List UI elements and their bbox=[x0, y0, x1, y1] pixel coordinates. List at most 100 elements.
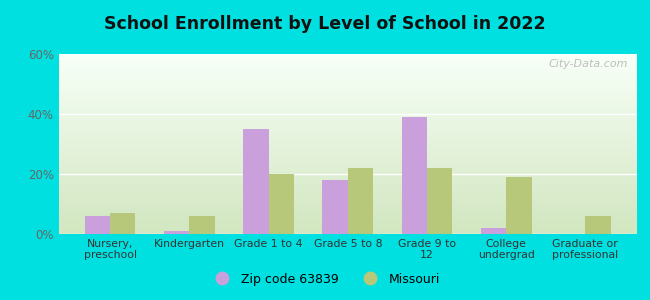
Bar bbox=[58, 144, 637, 146]
Bar bbox=[58, 67, 637, 68]
Bar bbox=[58, 221, 637, 223]
Bar bbox=[58, 158, 637, 160]
Bar bbox=[84, 216, 110, 234]
Bar bbox=[58, 83, 637, 85]
Bar bbox=[58, 173, 637, 175]
Bar bbox=[58, 203, 637, 205]
Bar bbox=[58, 185, 637, 187]
Bar bbox=[58, 115, 637, 117]
Bar bbox=[58, 175, 637, 176]
Bar bbox=[58, 178, 637, 180]
Bar bbox=[58, 187, 637, 189]
Bar bbox=[58, 167, 637, 169]
Bar bbox=[189, 216, 214, 234]
Bar bbox=[58, 153, 637, 155]
Bar bbox=[348, 168, 373, 234]
Bar bbox=[58, 95, 637, 97]
Bar bbox=[58, 142, 637, 144]
Text: City-Data.com: City-Data.com bbox=[549, 59, 629, 69]
Bar bbox=[58, 117, 637, 119]
Bar bbox=[58, 232, 637, 234]
Bar bbox=[58, 104, 637, 106]
Bar bbox=[58, 79, 637, 81]
Bar bbox=[58, 128, 637, 130]
Bar bbox=[58, 220, 637, 221]
Bar bbox=[58, 139, 637, 140]
Bar bbox=[58, 135, 637, 137]
Bar bbox=[58, 196, 637, 198]
Bar bbox=[58, 54, 637, 56]
Bar bbox=[58, 216, 637, 218]
Bar bbox=[427, 168, 452, 234]
Bar bbox=[58, 97, 637, 99]
Bar bbox=[58, 155, 637, 157]
Bar bbox=[58, 193, 637, 194]
Bar bbox=[58, 214, 637, 216]
Bar bbox=[268, 174, 294, 234]
Bar bbox=[58, 59, 637, 61]
Bar bbox=[322, 180, 348, 234]
Bar bbox=[58, 212, 637, 214]
Text: School Enrollment by Level of School in 2022: School Enrollment by Level of School in … bbox=[104, 15, 546, 33]
Bar bbox=[58, 92, 637, 94]
Bar bbox=[58, 162, 637, 164]
Bar bbox=[58, 191, 637, 193]
Bar bbox=[58, 106, 637, 108]
Bar bbox=[58, 198, 637, 200]
Bar bbox=[58, 124, 637, 126]
Bar bbox=[58, 157, 637, 158]
Bar bbox=[58, 149, 637, 151]
Bar bbox=[58, 229, 637, 230]
Bar bbox=[58, 202, 637, 203]
Bar bbox=[58, 94, 637, 95]
Bar bbox=[58, 200, 637, 202]
Bar bbox=[58, 146, 637, 148]
Bar bbox=[58, 119, 637, 121]
Bar bbox=[58, 166, 637, 167]
Bar bbox=[481, 228, 506, 234]
Bar bbox=[506, 177, 532, 234]
Bar bbox=[58, 169, 637, 171]
Bar bbox=[243, 129, 268, 234]
Bar bbox=[58, 56, 637, 58]
Bar bbox=[58, 194, 637, 196]
Bar bbox=[58, 182, 637, 184]
Bar bbox=[58, 180, 637, 182]
Bar bbox=[58, 131, 637, 133]
Bar bbox=[58, 121, 637, 122]
Bar bbox=[58, 65, 637, 67]
Bar bbox=[58, 230, 637, 232]
Bar bbox=[58, 112, 637, 113]
Bar bbox=[58, 207, 637, 209]
Legend: Zip code 63839, Missouri: Zip code 63839, Missouri bbox=[205, 268, 445, 291]
Bar bbox=[58, 218, 637, 220]
Bar bbox=[58, 85, 637, 86]
Bar bbox=[58, 61, 637, 63]
Bar bbox=[58, 171, 637, 173]
Bar bbox=[58, 63, 637, 65]
Bar bbox=[58, 72, 637, 74]
Bar bbox=[58, 133, 637, 135]
Bar bbox=[58, 225, 637, 227]
Bar bbox=[58, 130, 637, 131]
Bar bbox=[58, 205, 637, 207]
Bar bbox=[58, 99, 637, 101]
Bar bbox=[58, 68, 637, 70]
Bar bbox=[58, 176, 637, 178]
Bar bbox=[58, 88, 637, 90]
Bar bbox=[586, 216, 611, 234]
Bar bbox=[58, 151, 637, 153]
Bar bbox=[58, 189, 637, 191]
Bar bbox=[58, 81, 637, 83]
Bar bbox=[58, 103, 637, 104]
Bar bbox=[58, 122, 637, 124]
Bar bbox=[58, 160, 637, 162]
Bar bbox=[402, 117, 427, 234]
Bar bbox=[58, 227, 637, 229]
Bar bbox=[58, 108, 637, 110]
Bar bbox=[58, 164, 637, 166]
Bar bbox=[58, 113, 637, 115]
Bar bbox=[58, 76, 637, 77]
Bar bbox=[58, 223, 637, 225]
Bar bbox=[58, 148, 637, 149]
